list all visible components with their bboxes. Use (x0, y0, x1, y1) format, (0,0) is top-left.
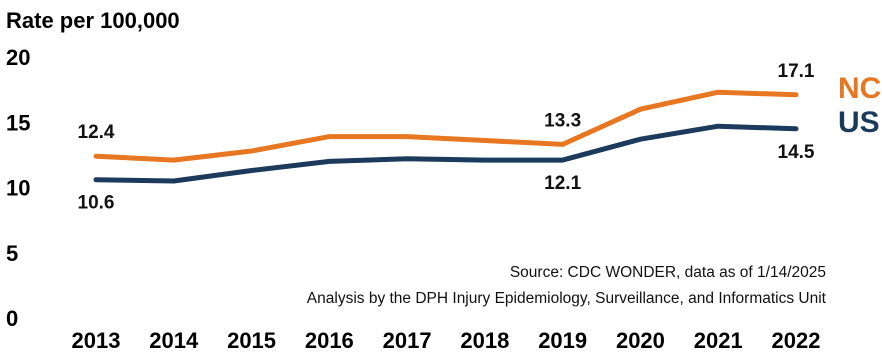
x-axis-ticks: 2013 2014 2015 2016 2017 2018 2019 2020 2021 2022 (72, 328, 821, 353)
x-tick-label: 2015 (227, 328, 276, 353)
x-tick-label: 2020 (616, 328, 665, 353)
data-label: 13.3 (544, 110, 581, 131)
series-label-us: US (838, 106, 880, 139)
x-tick-label: 2013 (72, 328, 121, 353)
series-line-nc (93, 89, 799, 163)
series-label-nc: NC (838, 72, 881, 105)
x-tick-label: 2021 (694, 328, 743, 353)
analysis-note: Analysis by the DPH Injury Epidemiology,… (307, 290, 827, 307)
x-tick-label: 2016 (305, 328, 354, 353)
series-lines (93, 89, 799, 184)
data-label: 17.1 (778, 61, 815, 82)
x-tick-label: 2018 (460, 328, 509, 353)
x-tick-label: 2017 (383, 328, 432, 353)
y-tick-label: 10 (6, 176, 30, 201)
y-tick-label: 0 (6, 306, 18, 331)
x-tick-label: 2019 (538, 328, 587, 353)
data-labels: 12.4 13.3 17.1 10.6 12.1 14.5 (78, 61, 815, 214)
data-label: 12.1 (544, 173, 581, 194)
x-tick-label: 2022 (772, 328, 821, 353)
y-axis-ticks: 0 5 10 15 20 (6, 45, 30, 331)
y-axis-title: Rate per 100,000 (6, 8, 180, 33)
series-line-us (93, 123, 799, 184)
x-tick-label: 2014 (149, 328, 199, 353)
data-label: 14.5 (778, 142, 815, 163)
data-label: 12.4 (78, 122, 115, 143)
y-tick-label: 15 (6, 110, 30, 135)
source-note: Source: CDC WONDER, data as of 1/14/2025 (510, 264, 826, 281)
data-label: 10.6 (78, 193, 115, 214)
y-tick-label: 5 (6, 241, 18, 266)
y-tick-label: 20 (6, 45, 30, 70)
